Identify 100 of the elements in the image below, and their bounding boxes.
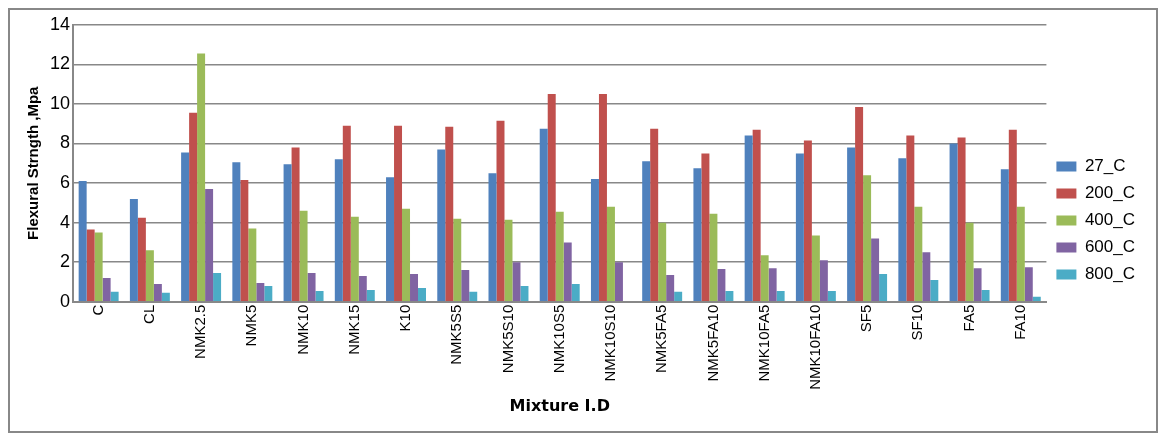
bar	[445, 126, 454, 302]
bar	[855, 106, 864, 302]
bar	[315, 290, 324, 302]
bar	[693, 168, 702, 302]
bar	[240, 180, 249, 302]
bar	[496, 120, 505, 302]
bar	[879, 274, 888, 302]
bar	[189, 112, 198, 302]
bar	[512, 262, 521, 302]
bar	[547, 94, 556, 302]
x-tick-label: FA5	[959, 304, 977, 332]
x-tick-label: C	[88, 304, 106, 316]
bar	[205, 189, 214, 302]
x-tick-label: NMK10S5	[549, 304, 567, 374]
bar	[264, 285, 273, 302]
bar	[461, 270, 470, 302]
bar	[256, 282, 265, 302]
bar	[86, 229, 95, 302]
bar	[1024, 267, 1033, 302]
bar	[307, 273, 316, 302]
y-tick-label: 10	[49, 92, 71, 113]
x-tick-label: NMK10FA5	[754, 304, 772, 382]
legend-label: 200_C	[1084, 183, 1136, 203]
y-tick-label: 8	[60, 132, 71, 153]
bar	[366, 289, 375, 302]
bar	[871, 238, 880, 302]
bar	[922, 252, 931, 302]
bar	[504, 219, 513, 302]
bar	[539, 128, 548, 302]
bar	[181, 152, 190, 302]
bar	[863, 175, 872, 302]
legend-label: 600_C	[1084, 237, 1136, 257]
bar	[973, 268, 982, 302]
bar	[795, 153, 804, 302]
bar	[827, 290, 836, 302]
x-tick-label: NMK15	[344, 304, 362, 355]
x-axis-title: Mixture I.D	[509, 395, 610, 415]
bar	[402, 208, 411, 302]
bar	[1008, 129, 1017, 302]
bar	[847, 147, 856, 302]
y-tick-label: 4	[60, 211, 71, 232]
x-tick-label: NMK5FA10	[703, 304, 721, 382]
bar	[776, 290, 785, 302]
bar	[291, 147, 300, 302]
bar	[701, 153, 710, 302]
bar	[453, 218, 462, 302]
x-tick-label: NMK5S10	[498, 304, 516, 374]
x-tick-label: CL	[140, 304, 158, 324]
bar	[666, 275, 675, 302]
bar	[957, 137, 966, 302]
bar	[418, 287, 426, 302]
y-axis-title: Flexural Strngth ,Mpa	[24, 85, 42, 240]
bar	[145, 250, 154, 302]
x-tick-label: NMK10S10	[601, 304, 619, 382]
bar	[110, 291, 119, 302]
x-tick-label: NMK5	[242, 304, 260, 347]
bar	[768, 268, 777, 302]
bar	[410, 274, 419, 302]
bar	[744, 135, 753, 302]
bar	[717, 269, 726, 302]
x-tick-label: K10	[396, 304, 414, 332]
bar	[520, 285, 529, 302]
bar	[129, 198, 138, 302]
bar	[819, 260, 828, 302]
bar	[965, 222, 974, 302]
bar	[614, 262, 623, 302]
bar	[283, 164, 292, 302]
bar	[803, 140, 812, 302]
bar	[1032, 296, 1041, 302]
bar	[598, 94, 607, 302]
bar	[213, 273, 222, 302]
bar	[232, 162, 241, 302]
y-tick-label: 12	[49, 53, 71, 74]
legend-label: 800_C	[1084, 264, 1136, 284]
bar	[437, 149, 446, 302]
bar	[197, 53, 206, 302]
bar	[949, 143, 958, 302]
x-tick-label: FA10	[1010, 304, 1028, 340]
bar	[299, 210, 308, 302]
x-tick-label: NMK5FA5	[652, 304, 670, 374]
x-tick-label: NMK10	[293, 304, 311, 355]
legend-label: 27_C	[1084, 156, 1126, 176]
bar	[590, 179, 599, 302]
bar	[1016, 206, 1025, 302]
bar	[725, 290, 734, 302]
bar	[1000, 169, 1009, 302]
bar	[555, 211, 564, 302]
bar	[930, 280, 939, 302]
bar	[161, 292, 170, 302]
y-tick-label: 2	[60, 251, 71, 272]
y-tick-label: 6	[60, 172, 71, 193]
bar	[342, 125, 351, 302]
bar	[350, 216, 359, 302]
bar	[334, 159, 343, 302]
bar	[752, 129, 761, 302]
y-tick-label: 14	[49, 13, 71, 34]
bar	[78, 181, 87, 302]
bar	[248, 228, 257, 302]
bar	[358, 276, 367, 302]
bar	[658, 222, 667, 302]
